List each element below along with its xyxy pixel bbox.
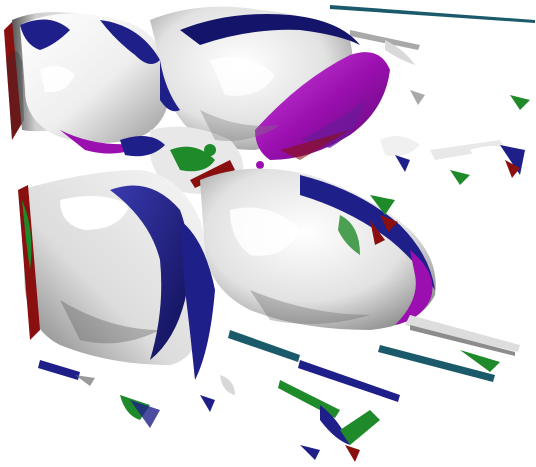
right-main-mass [200,168,436,330]
magenta-wing [255,52,390,161]
right-fragments [370,90,530,232]
top-left-lobe [20,13,171,154]
top-right-streaks [330,5,535,65]
blue-fold [110,185,215,380]
right-tube [405,315,520,356]
bottom-streaks [38,330,500,462]
shading-accents [60,110,370,344]
